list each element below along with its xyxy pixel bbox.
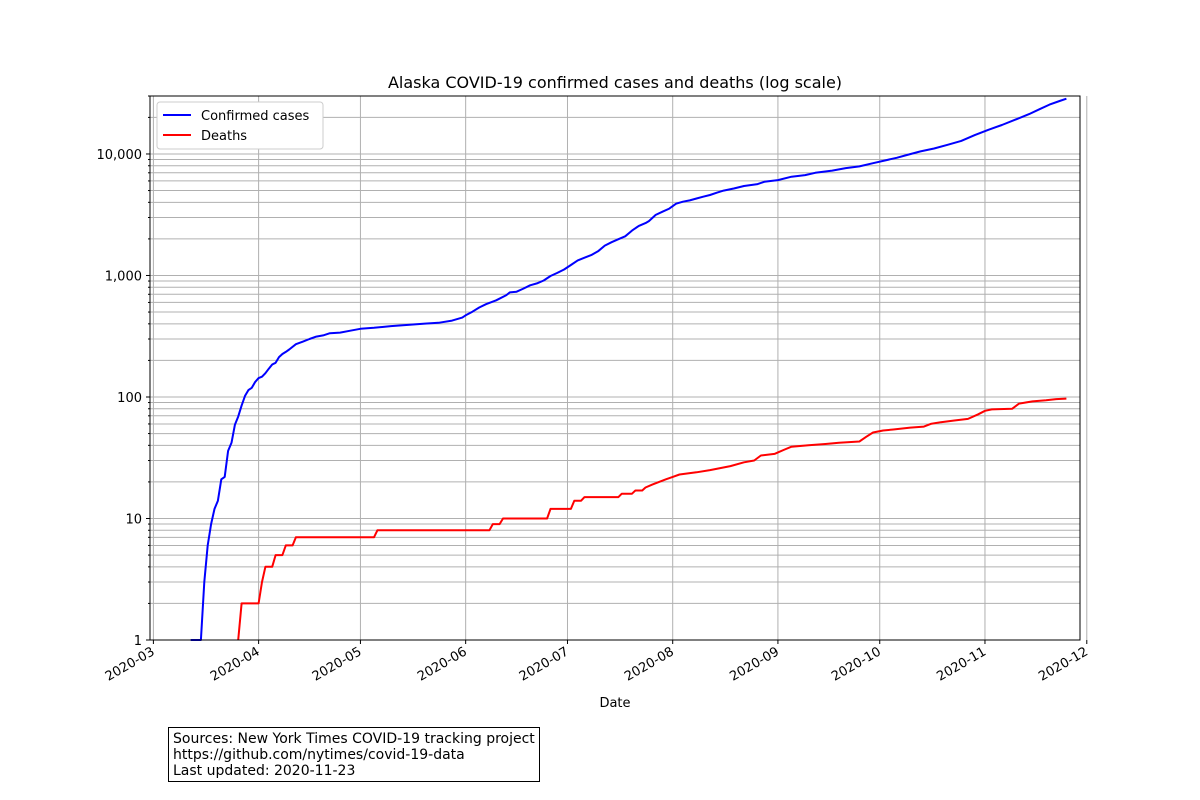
source-note: Sources: New York Times COVID-19 trackin… [168, 727, 540, 782]
x-tick-label: 2020-08 [622, 644, 677, 684]
x-tick-label: 2020-11 [934, 644, 989, 684]
legend: Confirmed cases Deaths [156, 101, 324, 150]
x-tick-label: 2020-06 [415, 644, 470, 684]
series-line-confirmed-cases [190, 97, 1067, 641]
chart-title: Alaska COVID-19 confirmed cases and deat… [388, 73, 842, 92]
x-tick-label: 2020-10 [829, 644, 884, 684]
x-tick-label: 2020-03 [103, 644, 158, 684]
y-tick-label: 1 [134, 634, 142, 649]
x-tick-label: 2020-09 [727, 644, 782, 684]
source-line-3: Last updated: 2020-11-23 [173, 763, 356, 779]
source-line-2: https://github.com/nytimes/covid-19-data [173, 747, 465, 763]
source-line-1: Sources: New York Times COVID-19 trackin… [173, 731, 535, 747]
x-tick-label: 2020-07 [517, 644, 572, 684]
legend-box [156, 101, 324, 150]
grid-lines [150, 95, 1088, 641]
x-tick-label: 2020-05 [310, 644, 365, 684]
plot-frame [149, 95, 1081, 641]
x-tick-label: 2020-04 [208, 644, 263, 684]
axes: 2020-03 2020-04 2020-05 2020-06 2020-07 2020-… [97, 95, 1091, 685]
y-tick-label: 10,000 [97, 148, 143, 163]
series-lines [190, 97, 1067, 641]
y-tick-label: 10 [125, 512, 142, 527]
y-tick-label: 1,000 [105, 269, 142, 284]
series-line-deaths [237, 397, 1067, 641]
legend-label-deaths: Deaths [201, 129, 247, 144]
legend-label-confirmed-cases: Confirmed cases [201, 109, 310, 124]
x-tick-label: 2020-12 [1036, 644, 1091, 684]
y-tick-label: 100 [117, 391, 142, 406]
x-axis-label: Date [599, 696, 630, 711]
